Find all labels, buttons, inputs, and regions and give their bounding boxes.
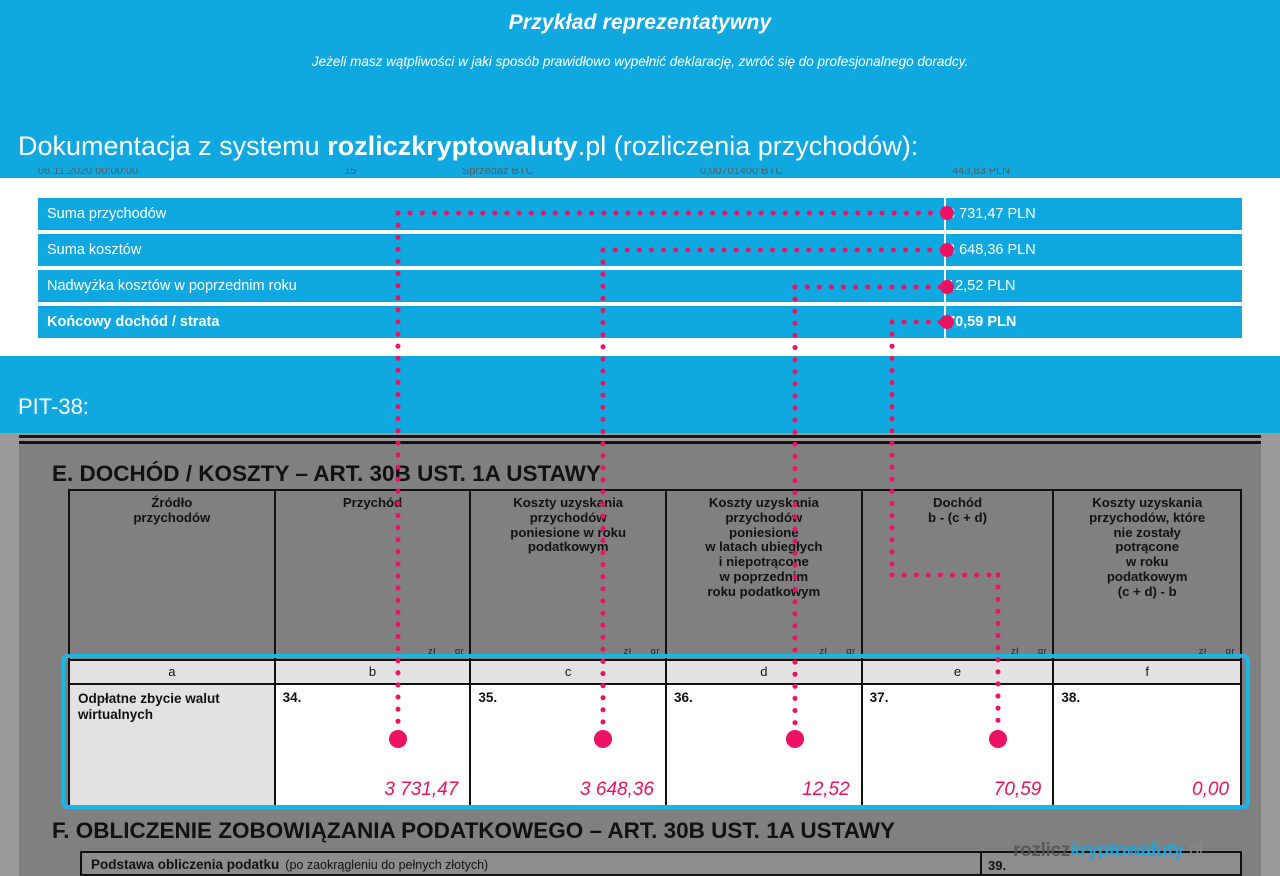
row-label-text: Odpłatne zbycie walut wirtualnych (78, 691, 220, 723)
field-37-cell[interactable]: 37. 70,59 (862, 685, 1055, 809)
heading-suffix: .pl (rozliczenia przychodów): (577, 131, 919, 161)
clipped-crypto-amount: 0,00701400 BTC (700, 168, 784, 177)
summary-row-final-result: Końcowy dochód / strata 70,59 PLN (38, 306, 1242, 338)
unit-marker-b: zł gr (428, 647, 464, 658)
section-f-row-label: Podstawa obliczenia podatku (po zaokrągle… (91, 857, 488, 872)
field-35-cell[interactable]: 35. 3 648,36 (471, 685, 667, 809)
clipped-num: 15 (344, 168, 357, 177)
column-letter-f: f (1054, 661, 1241, 683)
column-letter-d: d (667, 661, 863, 683)
summary-row-prev-surplus: Nadwyżka kosztów w poprzednim roku 12,52… (38, 270, 1242, 302)
section-f-title: F. OBLICZENIE ZOBOWIĄZANIA PODATKOWEGO –… (52, 818, 895, 843)
field-37-value: 70,59 (993, 779, 1042, 800)
unit-marker-e: zł gr (1011, 647, 1047, 658)
summary-row-costs: Suma kosztów 3 648,36 PLN (38, 234, 1242, 266)
table-letter-row: a b c d e f (70, 659, 1241, 683)
heading-brand: rozliczkryptowaluty (327, 131, 578, 161)
summary-label: Suma kosztów (47, 242, 142, 258)
summary-divider (944, 234, 946, 266)
field-38-value: 0,00 (1192, 779, 1230, 800)
field-37-number: 37. (869, 690, 889, 705)
unit-gr: gr (846, 646, 856, 658)
column-header-income-text: Przychód (342, 495, 403, 510)
table-data-row: Odpłatne zbycie walut wirtualnych 34. 3 … (70, 683, 1241, 809)
field-34-value: 3 731,47 (384, 779, 459, 800)
column-letter-a: a (70, 661, 276, 683)
column-letter-b: b (275, 661, 472, 683)
field-35-number: 35. (478, 690, 498, 705)
unit-gr: gr (1037, 646, 1048, 658)
section-f-row: Podstawa obliczenia podatku (po zaokrągle… (80, 851, 1242, 876)
field-36-cell[interactable]: 36. 12,52 (667, 685, 863, 809)
clipped-date: 08.11.2020 00:00:00 (38, 168, 139, 177)
table-header-row: Źródło przychodów Przychód zł gr Koszty u… (70, 491, 1240, 659)
column-letter-e: e (862, 661, 1055, 683)
field-36-number: 36. (674, 690, 693, 705)
pit38-label: PIT-38: (18, 394, 89, 419)
field-39-number: 39. (988, 858, 1007, 873)
clipped-pln-amount: 443,83 PLN (952, 168, 1011, 177)
pit38-bar: PIT-38: (0, 356, 1280, 433)
documentation-heading: Dokumentacja z systemu rozliczkryptowalu… (18, 131, 918, 162)
watermark-part2: kryptowaluty (1070, 840, 1184, 861)
unit-gr: gr (1225, 646, 1236, 658)
column-header-costs-previous-text: Koszty uzyskania przychodów poniesione w… (705, 495, 823, 599)
banner-title: Przykład reprezentatywny (508, 11, 772, 34)
unit-gr: gr (454, 646, 465, 658)
column-header-profit: Dochód b - (c + d) zł gr (863, 491, 1055, 659)
summary-label: Suma przychodów (47, 206, 167, 222)
form-top-rule (19, 435, 1261, 438)
unit-zl: zł (623, 646, 632, 658)
pit38-table-e: Źródło przychodów Przychód zł gr Koszty u… (68, 489, 1242, 809)
column-header-costs-previous: Koszty uzyskania przychodów poniesione w… (667, 491, 863, 659)
watermark-logo: rozliczkryptowaluty.pl (1013, 840, 1203, 862)
section-f-label-main: Podstawa obliczenia podatku (91, 857, 280, 872)
clipped-transaction-row: 08.11.2020 00:00:00 15 Sprzedaż BTC 0,00… (0, 168, 1280, 180)
summary-divider (944, 198, 946, 230)
unit-zl: zł (1011, 646, 1019, 658)
column-header-costs-current-text: Koszty uzyskania przychodów poniesione w… (510, 495, 627, 555)
field-36-value: 12,52 (802, 779, 850, 800)
column-header-uncharged-costs: Koszty uzyskania przychodów, które nie z… (1054, 491, 1240, 659)
summary-table: Suma przychodów 3 731,47 PLN Suma kosztó… (38, 198, 1242, 342)
summary-row-income: Suma przychodów 3 731,47 PLN (38, 198, 1242, 230)
top-banner: Przykład reprezentatywny Jeżeli masz wąt… (0, 0, 1280, 178)
summary-label: Końcowy dochód / strata (47, 314, 220, 330)
column-header-source: Źródło przychodów (70, 491, 276, 659)
section-f-label-note: (po zaokrągleniu do pełnych złotych) (285, 858, 489, 872)
summary-value: 3 648,36 PLN (947, 242, 1036, 258)
watermark-part1: rozlicz (1013, 840, 1071, 861)
column-header-income: Przychód zł gr (276, 491, 472, 659)
field-34-number: 34. (282, 690, 302, 705)
field-38-cell[interactable]: 38. 0,00 (1054, 685, 1241, 809)
column-header-profit-text: Dochód b - (c + d) (928, 495, 987, 525)
summary-value: 12,52 PLN (947, 278, 1016, 294)
unit-marker-d: zł gr (819, 647, 855, 658)
summary-divider (944, 306, 946, 338)
field-38-number: 38. (1061, 690, 1081, 705)
column-header-costs-current: Koszty uzyskania przychodów poniesione w… (471, 491, 667, 659)
summary-value: 3 731,47 PLN (947, 206, 1036, 222)
summary-label: Nadwyżka kosztów w poprzednim roku (47, 278, 297, 294)
heading-prefix: Dokumentacja z systemu (18, 131, 328, 161)
section-f-divider (980, 853, 982, 876)
field-35-value: 3 648,36 (580, 779, 654, 800)
unit-zl: zł (1198, 646, 1207, 658)
banner-subtitle: Jeżeli masz wątpliwości w jaki sposób pr… (311, 54, 969, 69)
clipped-operation: Sprzedaż BTC (462, 168, 534, 177)
unit-gr: gr (650, 646, 660, 658)
unit-marker-f: zł gr (1199, 647, 1235, 658)
column-letter-c: c (471, 661, 667, 683)
row-label-cell: Odpłatne zbycie walut wirtualnych (70, 685, 276, 809)
section-e-title: E. DOCHÓD / KOSZTY – ART. 30B UST. 1A US… (52, 461, 601, 486)
field-34-cell[interactable]: 34. 3 731,47 (275, 685, 472, 809)
unit-zl: zł (428, 646, 436, 658)
unit-zl: zł (819, 646, 828, 658)
summary-divider (944, 270, 946, 302)
summary-value: 70,59 PLN (947, 314, 1017, 330)
column-header-uncharged-costs-text: Koszty uzyskania przychodów, które nie z… (1089, 495, 1206, 599)
unit-marker-c: zł gr (624, 647, 660, 658)
watermark-part3: .pl (1183, 840, 1203, 861)
